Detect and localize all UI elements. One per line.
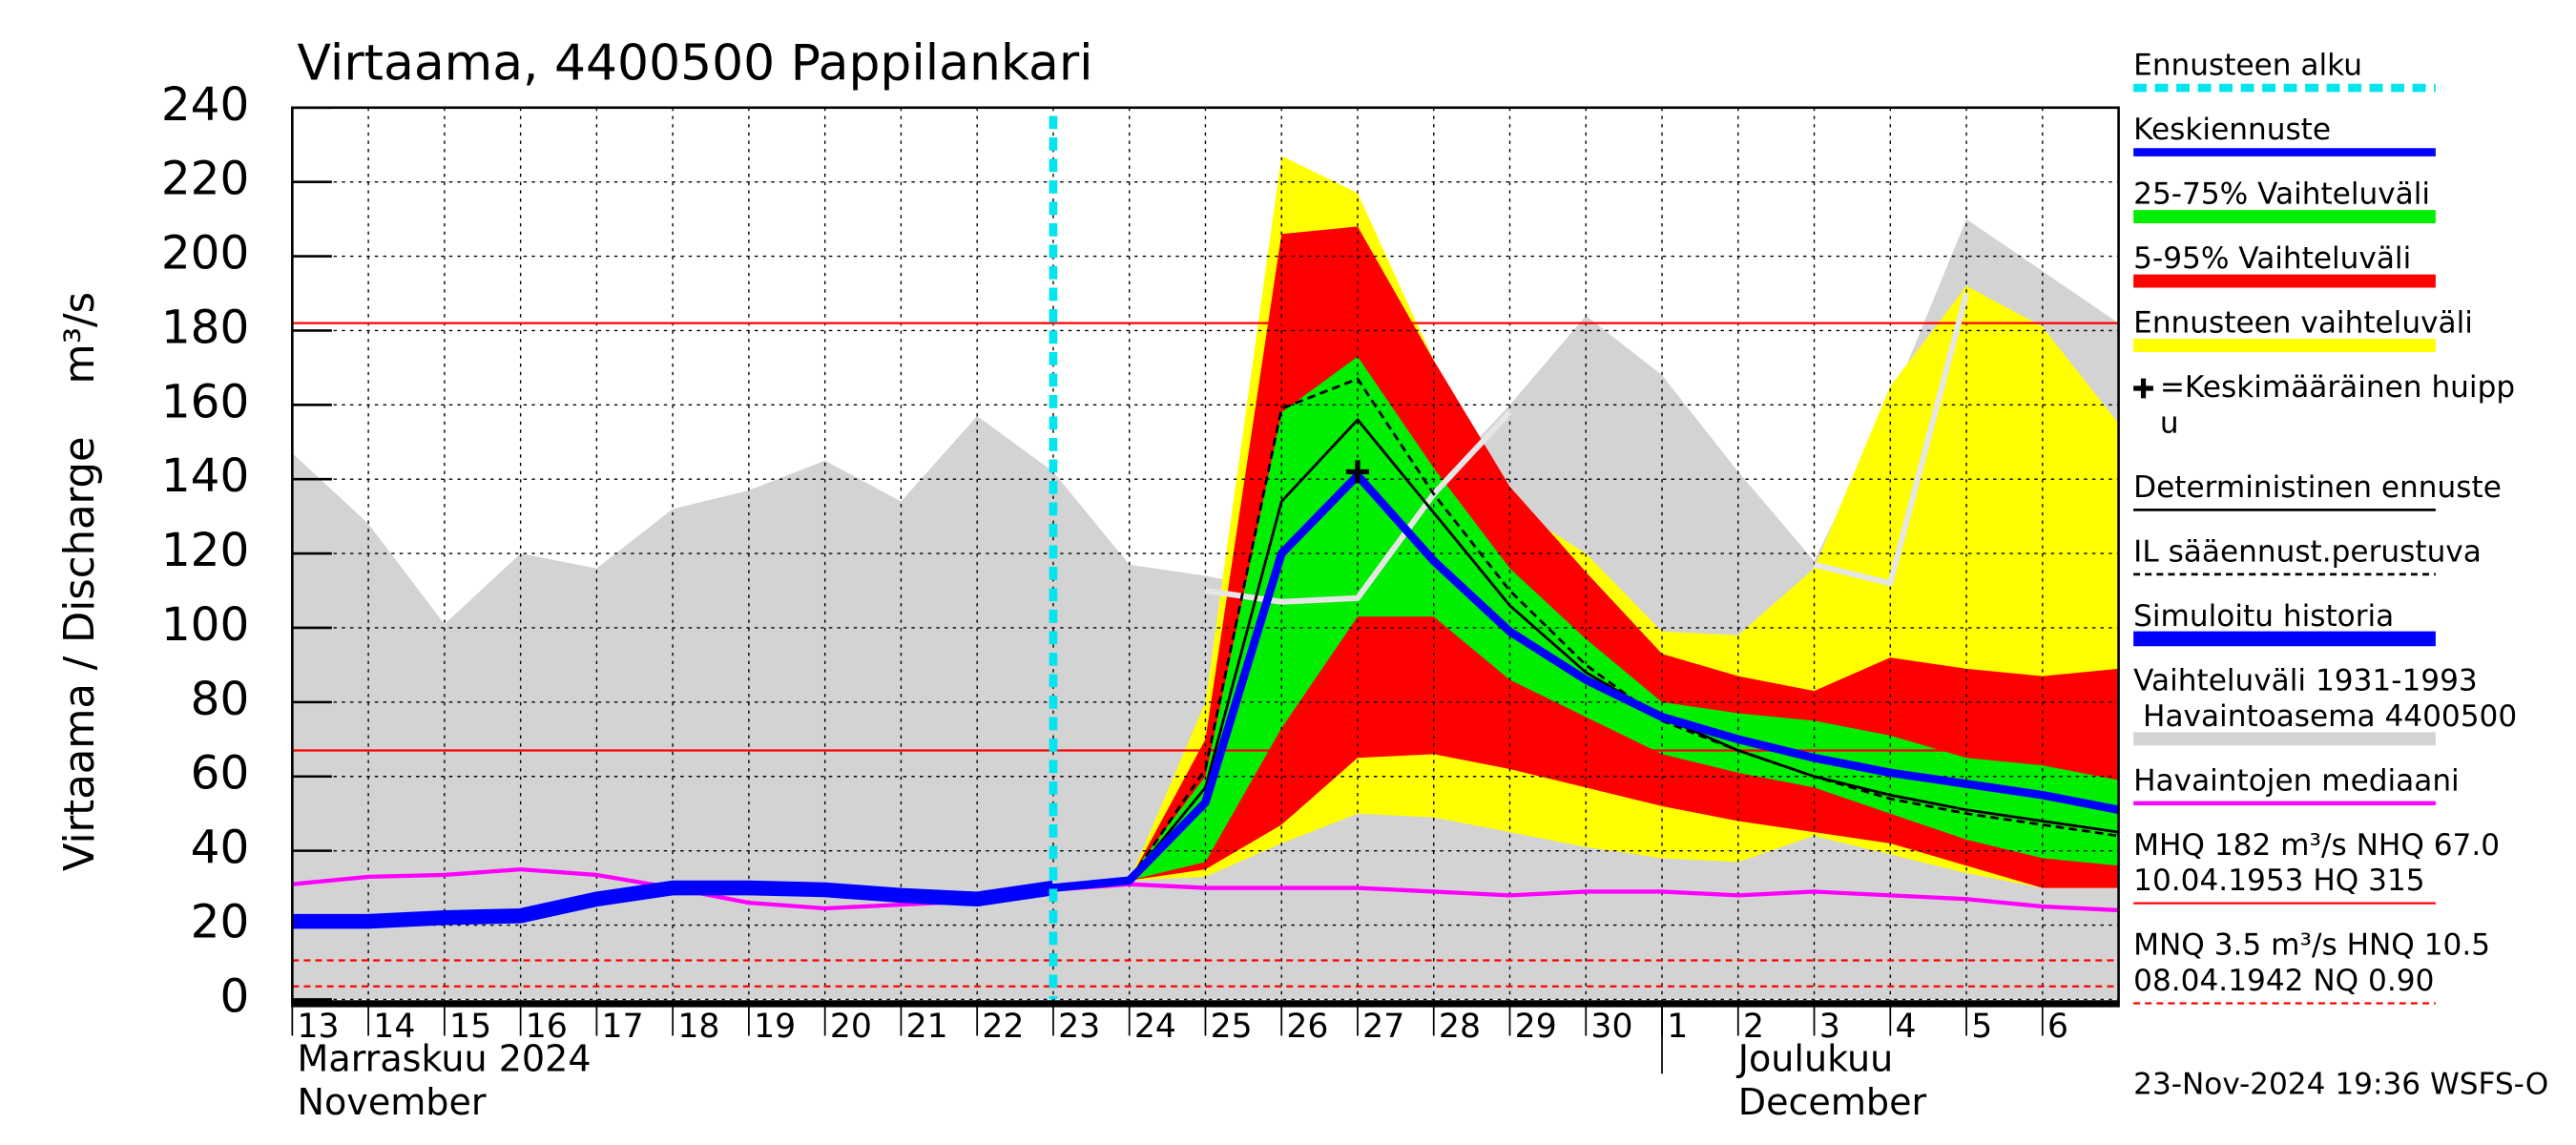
legend: Ennusteen alku Keskiennuste 25-75% Vaihtel… [2133, 49, 2517, 1005]
plot-frame [291, 106, 2120, 1008]
x-tick-label: 17 [602, 1008, 644, 1046]
x-tick-label: 1 [1667, 1008, 1688, 1046]
x-tick-label: 2 [1743, 1008, 1764, 1046]
y-tick-label: 20 [191, 896, 250, 949]
plot [291, 106, 2120, 1074]
legend-label: MHQ 182 m³/s NHQ 67.0 10.04.1953 HQ 315 [2133, 828, 2500, 898]
legend-label: Ennusteen alku [2133, 49, 2362, 83]
series-line [292, 866, 2119, 913]
y-tick-label: 60 [191, 747, 250, 801]
x-tick-label: 22 [982, 1008, 1024, 1046]
forecast-band [1052, 356, 2119, 888]
x-tick-label: 21 [906, 1008, 948, 1046]
x-tick-label: 27 [1362, 1008, 1404, 1046]
x-tick-label: 18 [677, 1008, 719, 1046]
y-axis-label: Virtaama / Discharge m³/s [56, 292, 104, 871]
y-tick-label: 120 [161, 524, 249, 577]
x-tick-label: 4 [1895, 1008, 1916, 1046]
y-tick-label: 40 [191, 822, 250, 875]
month-label: Joulukuu December [1736, 1037, 1927, 1123]
legend-peak-symbol [2133, 378, 2153, 399]
legend-label: MNQ 3.5 m³/s HNQ 10.5 08.04.1942 NQ 0.90 [2133, 928, 2490, 998]
chart-title: Virtaama, 4400500 Pappilankari [298, 35, 1093, 93]
y-tick-label: 220 [161, 153, 249, 206]
x-tick-label: 5 [1971, 1008, 1992, 1046]
series-line [1052, 470, 2120, 892]
x-tick-label: 24 [1134, 1008, 1176, 1046]
x-tick-label: 6 [2047, 1008, 2068, 1046]
x-tick-label: 13 [298, 1008, 340, 1046]
y-tick-label: 100 [161, 598, 249, 652]
legend-label: 25-75% Vaihteluväli [2133, 177, 2430, 212]
legend-label: Havaintojen mediaani [2133, 763, 2460, 798]
x-tick-label: 29 [1515, 1008, 1557, 1046]
series-line [1052, 418, 2119, 889]
series-line [292, 880, 1055, 929]
legend-label: 5-95% Vaihteluväli [2133, 241, 2411, 276]
legend-label: Vaihteluväli 1931-1993 Havaintoasema 440… [2133, 663, 2517, 733]
x-tick-label: 20 [830, 1008, 872, 1046]
x-tick-label: 14 [373, 1008, 415, 1046]
y-tick-label: 200 [161, 227, 249, 281]
legend-label: Deterministinen ennuste [2133, 470, 2502, 505]
y-tick-label: 0 [220, 969, 250, 1023]
x-tick-label: 3 [1819, 1008, 1840, 1046]
legend-label: IL sääennust.perustuva [2133, 534, 2482, 569]
y-tick-label: 140 [161, 449, 249, 503]
x-tick-label: 19 [754, 1008, 796, 1046]
legend-label: Keskiennuste [2133, 113, 2331, 147]
legend-label: Simuloitu historia [2133, 599, 2394, 634]
footer: 23-Nov-2024 19:36 WSFS-O [2133, 1067, 2548, 1101]
x-tick-label: 25 [1211, 1008, 1253, 1046]
x-tick-label: 30 [1590, 1008, 1632, 1046]
peak-marker [1345, 460, 1370, 484]
y-tick-label: 180 [161, 301, 249, 354]
y-tick-label: 240 [161, 78, 249, 132]
x-tick-label: 15 [449, 1008, 491, 1046]
month-label: Marraskuu 2024 November [298, 1037, 592, 1123]
x-tick-label: 26 [1286, 1008, 1328, 1046]
x-tick-label: 23 [1058, 1008, 1100, 1046]
legend-label: =Keskimääräinen huipp u [2160, 370, 2515, 440]
y-tick-label: 80 [191, 673, 250, 726]
x-tick-label: 16 [526, 1008, 568, 1046]
y-tick-label: 160 [161, 375, 249, 428]
series-line [1052, 377, 2119, 889]
x-tick-label: 28 [1439, 1008, 1481, 1046]
legend-label: Ennusteen vaihteluväli [2133, 306, 2473, 341]
